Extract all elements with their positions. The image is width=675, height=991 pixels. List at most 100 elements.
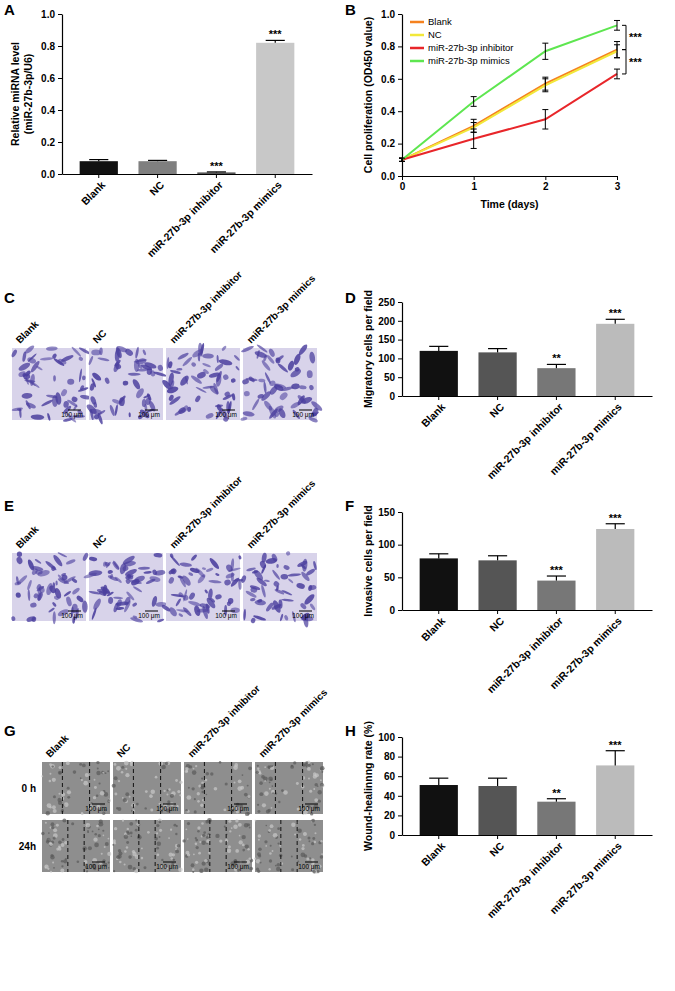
- tick-label: 100: [378, 732, 395, 743]
- tick: NC: [147, 174, 167, 198]
- bar: [596, 529, 634, 610]
- cell: [185, 770, 188, 773]
- cell: [97, 413, 104, 425]
- error-stem: [497, 556, 498, 561]
- cell: [52, 601, 58, 607]
- cell: [229, 830, 231, 832]
- cell: [206, 567, 214, 572]
- cell: [96, 825, 99, 828]
- cell: [63, 859, 67, 863]
- tick-label: 1: [471, 181, 477, 192]
- cell: [136, 803, 139, 806]
- cell: [190, 361, 196, 367]
- scale-bar-label: 100 μm: [227, 863, 249, 871]
- cell: [21, 393, 32, 399]
- cell: [52, 805, 56, 809]
- cell: [124, 850, 126, 852]
- cell: [307, 767, 311, 771]
- tick-label: 250: [378, 297, 395, 308]
- cell: [93, 837, 97, 841]
- error-cap: [542, 43, 548, 44]
- bar: [596, 324, 634, 396]
- cell: [132, 615, 137, 619]
- micrograph: [42, 820, 110, 872]
- cell: [86, 871, 88, 873]
- cell: [151, 789, 155, 793]
- tick-label: Blank: [419, 400, 448, 429]
- cell: [269, 852, 272, 855]
- cell: [166, 793, 168, 795]
- error-bar: [89, 160, 108, 162]
- error-bar: [606, 751, 625, 766]
- tick: 0.6: [41, 73, 62, 84]
- cell: [317, 790, 321, 794]
- cell: [52, 778, 56, 782]
- x-axis: BlankNCmiR-27b-3p inhibitormiR-27b-3p mi…: [403, 835, 653, 920]
- cell: [166, 385, 179, 394]
- cell: [170, 857, 172, 859]
- column-label: Blank: [44, 732, 71, 759]
- cell: [263, 381, 267, 393]
- cell: [311, 819, 315, 823]
- tick-label: 0: [389, 391, 395, 402]
- tick-mark: [474, 176, 475, 180]
- cell: [73, 770, 77, 774]
- cell: [126, 846, 129, 849]
- tick: 0.2: [41, 137, 62, 148]
- tick-mark: [98, 174, 99, 178]
- cell: [272, 850, 274, 852]
- axis-line: [402, 738, 403, 836]
- cell: [163, 790, 165, 792]
- cell: [17, 552, 22, 557]
- cell: [266, 810, 270, 814]
- error-bar: [542, 43, 548, 59]
- bracket: [622, 25, 626, 49]
- cell: [231, 572, 234, 582]
- cell: [241, 835, 245, 839]
- error-cap: [471, 122, 477, 123]
- cell: [188, 572, 194, 577]
- cell: [320, 840, 322, 842]
- significance: ***: [210, 160, 224, 172]
- axis-line: [403, 176, 618, 177]
- bar: [596, 765, 634, 835]
- tick-mark: [58, 142, 62, 143]
- cell: [309, 790, 312, 793]
- tick-label: Blank: [419, 614, 448, 643]
- plot-marks: [399, 20, 620, 161]
- y-axis: 020406080100: [378, 732, 402, 841]
- error-bar: [471, 129, 477, 148]
- cell: [126, 591, 136, 601]
- cell: [264, 840, 267, 843]
- tick-mark: [398, 46, 402, 47]
- micrograph: [166, 553, 240, 621]
- cell: [201, 822, 204, 825]
- cell: [177, 844, 180, 847]
- cell: [170, 555, 181, 567]
- cell: [296, 560, 307, 568]
- cell: [257, 767, 259, 769]
- cell: [321, 771, 323, 773]
- cell: [114, 404, 118, 416]
- micrograph: [89, 348, 163, 420]
- cell: [303, 832, 307, 836]
- cell: [22, 373, 26, 378]
- cell: [115, 347, 123, 359]
- cell: [151, 595, 158, 607]
- cell: [15, 592, 21, 598]
- significance: ***: [609, 739, 623, 751]
- tick-label: 0.4: [41, 105, 55, 116]
- legend-label: miR-27b-3p inhibitor: [428, 42, 514, 53]
- scale-bar-label: 100 μm: [292, 612, 314, 620]
- wound-edge: [280, 820, 281, 872]
- cell: [222, 373, 229, 381]
- cell: [188, 600, 202, 607]
- cell: [53, 375, 56, 381]
- tick-mark: [615, 835, 616, 839]
- cell: [99, 347, 103, 355]
- cell: [81, 779, 83, 781]
- bar: [478, 352, 516, 396]
- cell: [128, 372, 141, 375]
- cell: [49, 842, 53, 846]
- cell: [201, 777, 203, 779]
